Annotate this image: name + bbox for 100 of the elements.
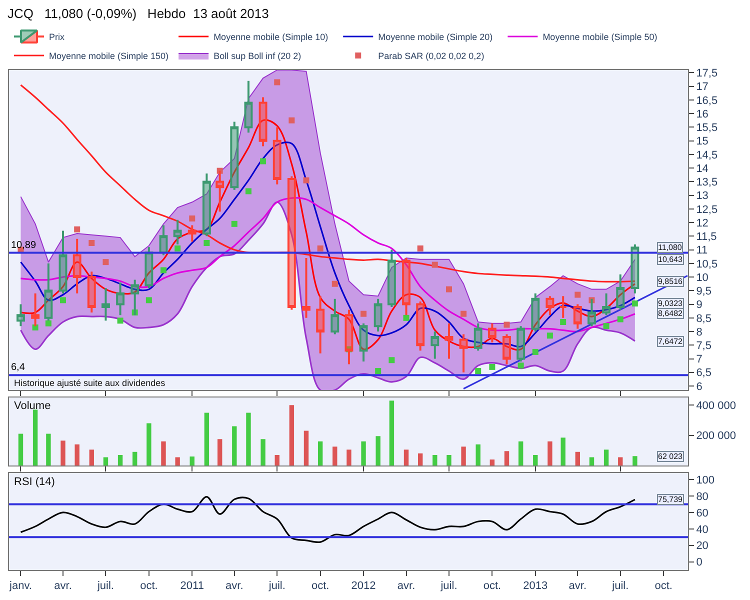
candlestick: [602, 292, 611, 316]
bar: [161, 441, 166, 466]
candlestick: [459, 333, 468, 374]
y-tick-label: 10: [696, 272, 708, 284]
point: [489, 364, 496, 370]
candlestick: [387, 248, 396, 308]
candlestick: [159, 224, 168, 256]
point: [403, 314, 410, 321]
bar: [274, 454, 280, 466]
point: [317, 245, 324, 252]
bar: [190, 456, 194, 466]
point: [88, 240, 95, 246]
candlestick: [302, 256, 310, 319]
y-tick-label: 0: [696, 556, 702, 569]
legend-label: Parab SAR (0,02 0,02 0,2): [378, 51, 484, 62]
bar: [404, 450, 409, 466]
point: [546, 332, 553, 339]
bar: [304, 430, 309, 466]
point: [60, 297, 66, 304]
candlestick: [344, 308, 354, 366]
candlestick: [616, 273, 625, 311]
y-tick-label: 60: [696, 507, 708, 520]
y-tick-label: 16,5: [696, 94, 718, 107]
x-tick-label: avr.: [226, 580, 244, 592]
point: [303, 177, 310, 184]
bar: [32, 410, 38, 466]
annotation: 8,6482: [658, 309, 684, 318]
bar: [446, 454, 452, 466]
bar: [146, 423, 152, 466]
legend-label: Moyenne mobile (Simple 10): [214, 32, 328, 42]
candlestick: [202, 172, 211, 238]
candlestick: [87, 270, 96, 314]
x-tick-label: oct.: [140, 580, 158, 592]
bar: [432, 454, 438, 466]
y-tick-label: 17,5: [696, 68, 718, 80]
point: [504, 322, 510, 328]
chart-title: JCQ 11,080 (-0,09%) Hebdo 13 août 2013: [8, 6, 269, 22]
x-tick-label: 2011: [180, 580, 204, 592]
point: [45, 320, 52, 326]
y-tick-label: 16: [696, 108, 708, 120]
y-tick-label: 15: [696, 136, 708, 148]
bar: [260, 439, 266, 466]
x-tick-label: juil.: [96, 580, 114, 592]
point: [346, 346, 352, 352]
candlestick: [188, 224, 196, 243]
legend-label: Boll sup Boll inf (20 2): [214, 51, 302, 62]
candlestick: [16, 303, 25, 328]
bar: [232, 426, 237, 466]
bar: [604, 450, 609, 466]
y-tick-label: 9,5: [696, 286, 712, 298]
y-tick-label: 200 000: [696, 430, 736, 442]
x-tick-label: 2012: [351, 580, 376, 592]
candlestick: [58, 230, 68, 294]
candlestick: [130, 278, 140, 316]
candlestick: [116, 281, 125, 316]
candlestick: [258, 96, 268, 148]
annotation: 75,739: [658, 495, 684, 504]
annotation: 11,080: [658, 243, 682, 252]
bar: [476, 444, 480, 466]
annotation: 7,6472: [658, 337, 684, 346]
annotation: Historique ajusté suite aux dividendes: [14, 378, 166, 388]
bar: [217, 439, 222, 466]
y-tick-label: 13,5: [696, 176, 718, 189]
candlestick: [444, 322, 454, 360]
bar: [618, 457, 623, 466]
point: [417, 245, 424, 252]
point: [74, 226, 80, 232]
bar: [376, 436, 380, 466]
point: [160, 267, 166, 274]
bar: [289, 405, 294, 466]
x-tick-label: oct.: [654, 580, 672, 592]
candlestick: [272, 126, 282, 186]
x-tick-label: juil.: [440, 580, 458, 592]
annotation: 9,8516: [658, 277, 684, 286]
point: [446, 286, 452, 292]
ref-line-label: 10,89: [11, 240, 36, 251]
legend-label: Moyenne mobile (Simple 50): [542, 32, 658, 42]
bar: [346, 450, 352, 466]
y-tick-label: 11: [696, 244, 708, 257]
x-tick-label: avr.: [397, 580, 416, 592]
bar: [589, 457, 594, 466]
y-tick-label: 14: [696, 162, 708, 175]
point: [146, 297, 152, 304]
point: [432, 262, 438, 268]
bar: [118, 454, 123, 466]
y-tick-label: 17: [696, 81, 708, 94]
candlestick: [588, 298, 596, 328]
bar: [518, 441, 524, 466]
point: [588, 297, 595, 304]
x-tick-label: oct.: [311, 580, 330, 592]
y-tick-label: 13: [696, 190, 708, 202]
point: [360, 310, 367, 317]
bar: [490, 459, 495, 466]
y-tick-label: 14,5: [696, 149, 718, 162]
bar: [560, 438, 566, 466]
point: [518, 362, 524, 369]
candlestick: [558, 295, 568, 319]
point: [475, 368, 482, 374]
x-tick-label: juil.: [268, 580, 286, 592]
candlestick: [330, 298, 340, 336]
